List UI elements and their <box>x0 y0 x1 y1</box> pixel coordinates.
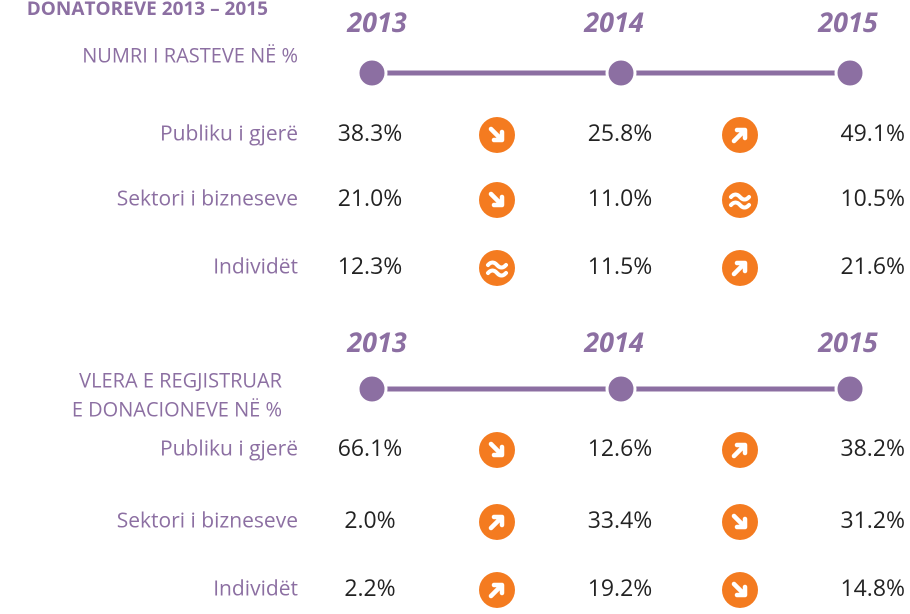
row-label: Publiku i gjerë <box>160 120 298 148</box>
year: 2013 <box>346 323 407 360</box>
year: 2013 <box>346 3 407 40</box>
value: 12.3% <box>338 249 403 281</box>
timeline-dot <box>356 57 388 89</box>
value: 2.2% <box>344 571 395 603</box>
value: 33.4% <box>588 503 653 535</box>
row-label: Individët <box>213 253 298 281</box>
section-label: E DONACIONEVE NË % <box>72 395 282 422</box>
row-label: Individët <box>213 575 298 603</box>
value: 38.3% <box>338 116 403 148</box>
year: 2014 <box>583 3 644 40</box>
row-label: Sektori i bizneseve <box>117 507 298 535</box>
year: 2014 <box>583 323 644 360</box>
value: 11.0% <box>588 181 653 213</box>
value: 38.2% <box>840 431 905 463</box>
trend-down <box>479 117 515 153</box>
value: 14.8% <box>840 571 905 603</box>
trend-up <box>479 572 515 608</box>
value: 12.6% <box>588 431 653 463</box>
value: 2.0% <box>344 503 395 535</box>
title: DONATOREVE 2013 – 2015 <box>27 0 268 21</box>
timeline-dot <box>834 57 866 89</box>
trend-up <box>722 117 758 153</box>
trend-down <box>479 182 515 218</box>
trend-up <box>479 504 515 540</box>
value: 49.1% <box>840 116 905 148</box>
trend-up <box>722 250 758 286</box>
value: 11.5% <box>588 249 653 281</box>
trend-up <box>722 432 758 468</box>
value: 31.2% <box>840 503 905 535</box>
trend-flat <box>722 182 758 218</box>
year: 2015 <box>817 323 878 360</box>
value: 25.8% <box>588 116 653 148</box>
timeline-dot <box>605 373 637 405</box>
trend-down <box>479 432 515 468</box>
value: 66.1% <box>338 431 403 463</box>
trend-down <box>722 504 758 540</box>
year: 2015 <box>817 3 878 40</box>
row-label: Sektori i bizneseve <box>117 185 298 213</box>
value: 21.6% <box>840 249 905 281</box>
timeline-dot <box>834 373 866 405</box>
section-label: NUMRI I RASTEVE NË % <box>82 41 298 68</box>
value: 10.5% <box>840 181 905 213</box>
timeline-dot <box>356 373 388 405</box>
trend-flat <box>479 250 515 286</box>
value: 21.0% <box>338 181 403 213</box>
row-label: Publiku i gjerë <box>160 435 298 463</box>
value: 19.2% <box>588 571 653 603</box>
trend-down <box>722 572 758 608</box>
timeline-dot <box>605 57 637 89</box>
section-label: VLERA E REGJISTRUAR <box>79 366 282 393</box>
